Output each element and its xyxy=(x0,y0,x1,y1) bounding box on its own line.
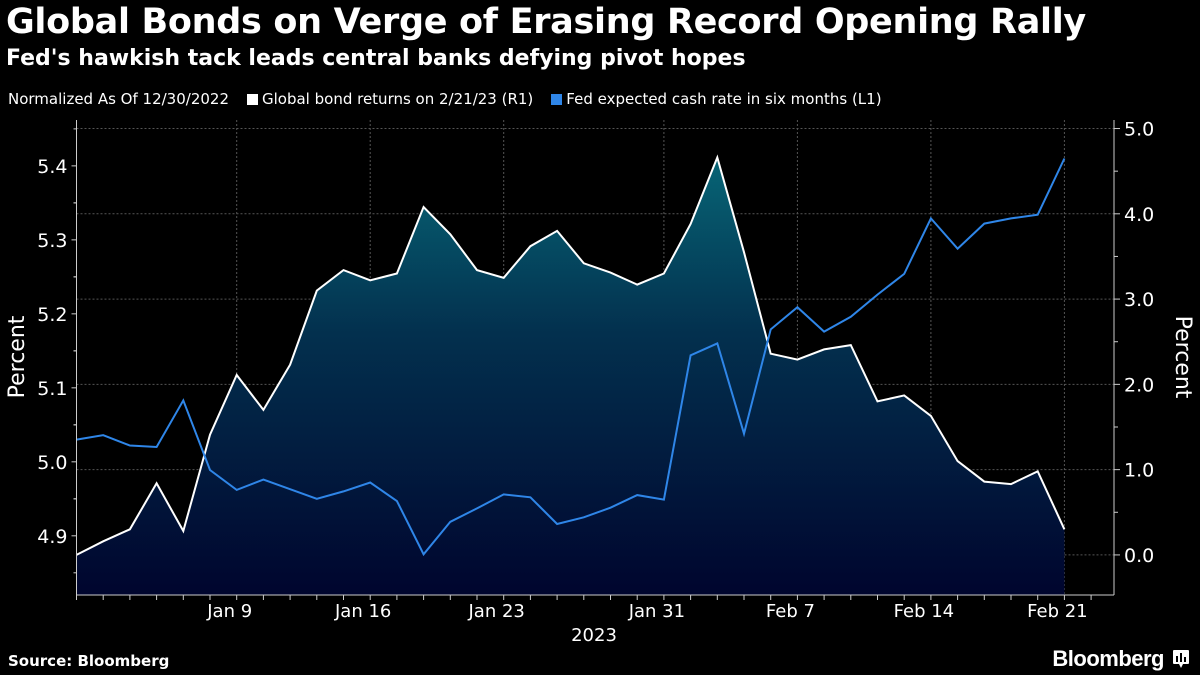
right-tick-label: 5.0 xyxy=(1124,119,1154,141)
x-tick-label: Feb 21 xyxy=(1027,601,1088,622)
left-tick-label: 5.3 xyxy=(37,230,67,252)
logo-text: Bloomberg xyxy=(1052,646,1164,671)
x-tick-label: Jan 31 xyxy=(628,601,685,622)
legend-label: Global bond returns on 2/21/23 (R1) xyxy=(262,90,534,108)
left-tick-label: 5.2 xyxy=(37,304,67,326)
x-tick-label: Jan 9 xyxy=(206,601,252,622)
normalization-note: Normalized As Of 12/30/2022 xyxy=(8,90,229,108)
bloomberg-chart-icon xyxy=(1173,650,1189,668)
right-tick-label: 3.0 xyxy=(1124,289,1154,311)
left-tick-label: 5.0 xyxy=(37,452,67,474)
right-tick-label: 0.0 xyxy=(1124,545,1154,567)
x-tick-label: Feb 7 xyxy=(766,601,815,622)
source-note: Source: Bloomberg xyxy=(8,652,170,670)
chart-title: Global Bonds on Verge of Erasing Record … xyxy=(6,2,1086,42)
bond-returns-line xyxy=(76,154,1066,556)
x-tick-label: Jan 23 xyxy=(468,601,525,622)
legend-item-bond-returns: Global bond returns on 2/21/23 (R1) xyxy=(247,90,533,108)
legend-swatch-blue xyxy=(551,93,563,105)
left-tick-label: 5.1 xyxy=(37,378,67,400)
right-tick-label: 4.0 xyxy=(1124,204,1154,226)
left-tick-label: 5.4 xyxy=(37,156,67,178)
legend-label: Fed expected cash rate in six months (L1… xyxy=(566,90,882,108)
left-tick-label: 4.9 xyxy=(37,526,67,548)
right-tick-label: 2.0 xyxy=(1124,374,1154,396)
x-tick-label: Feb 14 xyxy=(894,601,955,622)
legend-item-fed-rate: Fed expected cash rate in six months (L1… xyxy=(551,90,882,108)
fed-rate-line xyxy=(76,158,1066,557)
right-axis-label: Percent xyxy=(1170,316,1195,399)
legend-swatch-white xyxy=(247,93,258,105)
chart-subtitle: Fed's hawkish tack leads central banks d… xyxy=(6,46,746,71)
right-tick-label: 1.0 xyxy=(1124,460,1154,482)
bond-returns-area xyxy=(76,157,1065,595)
legend: Normalized As Of 12/30/2022 Global bond … xyxy=(8,90,882,108)
x-tick-label: Jan 16 xyxy=(334,601,391,622)
bloomberg-logo: Bloomberg xyxy=(1052,646,1190,672)
x-year-label: 2023 xyxy=(571,625,617,646)
left-axis-label: Percent xyxy=(5,315,30,398)
axes: 0.0 1.0 2.0 3.0 4.0 5.0 4.9 5.0 5.1 5.2 5.3 5.4 Jan … xyxy=(37,119,1154,622)
